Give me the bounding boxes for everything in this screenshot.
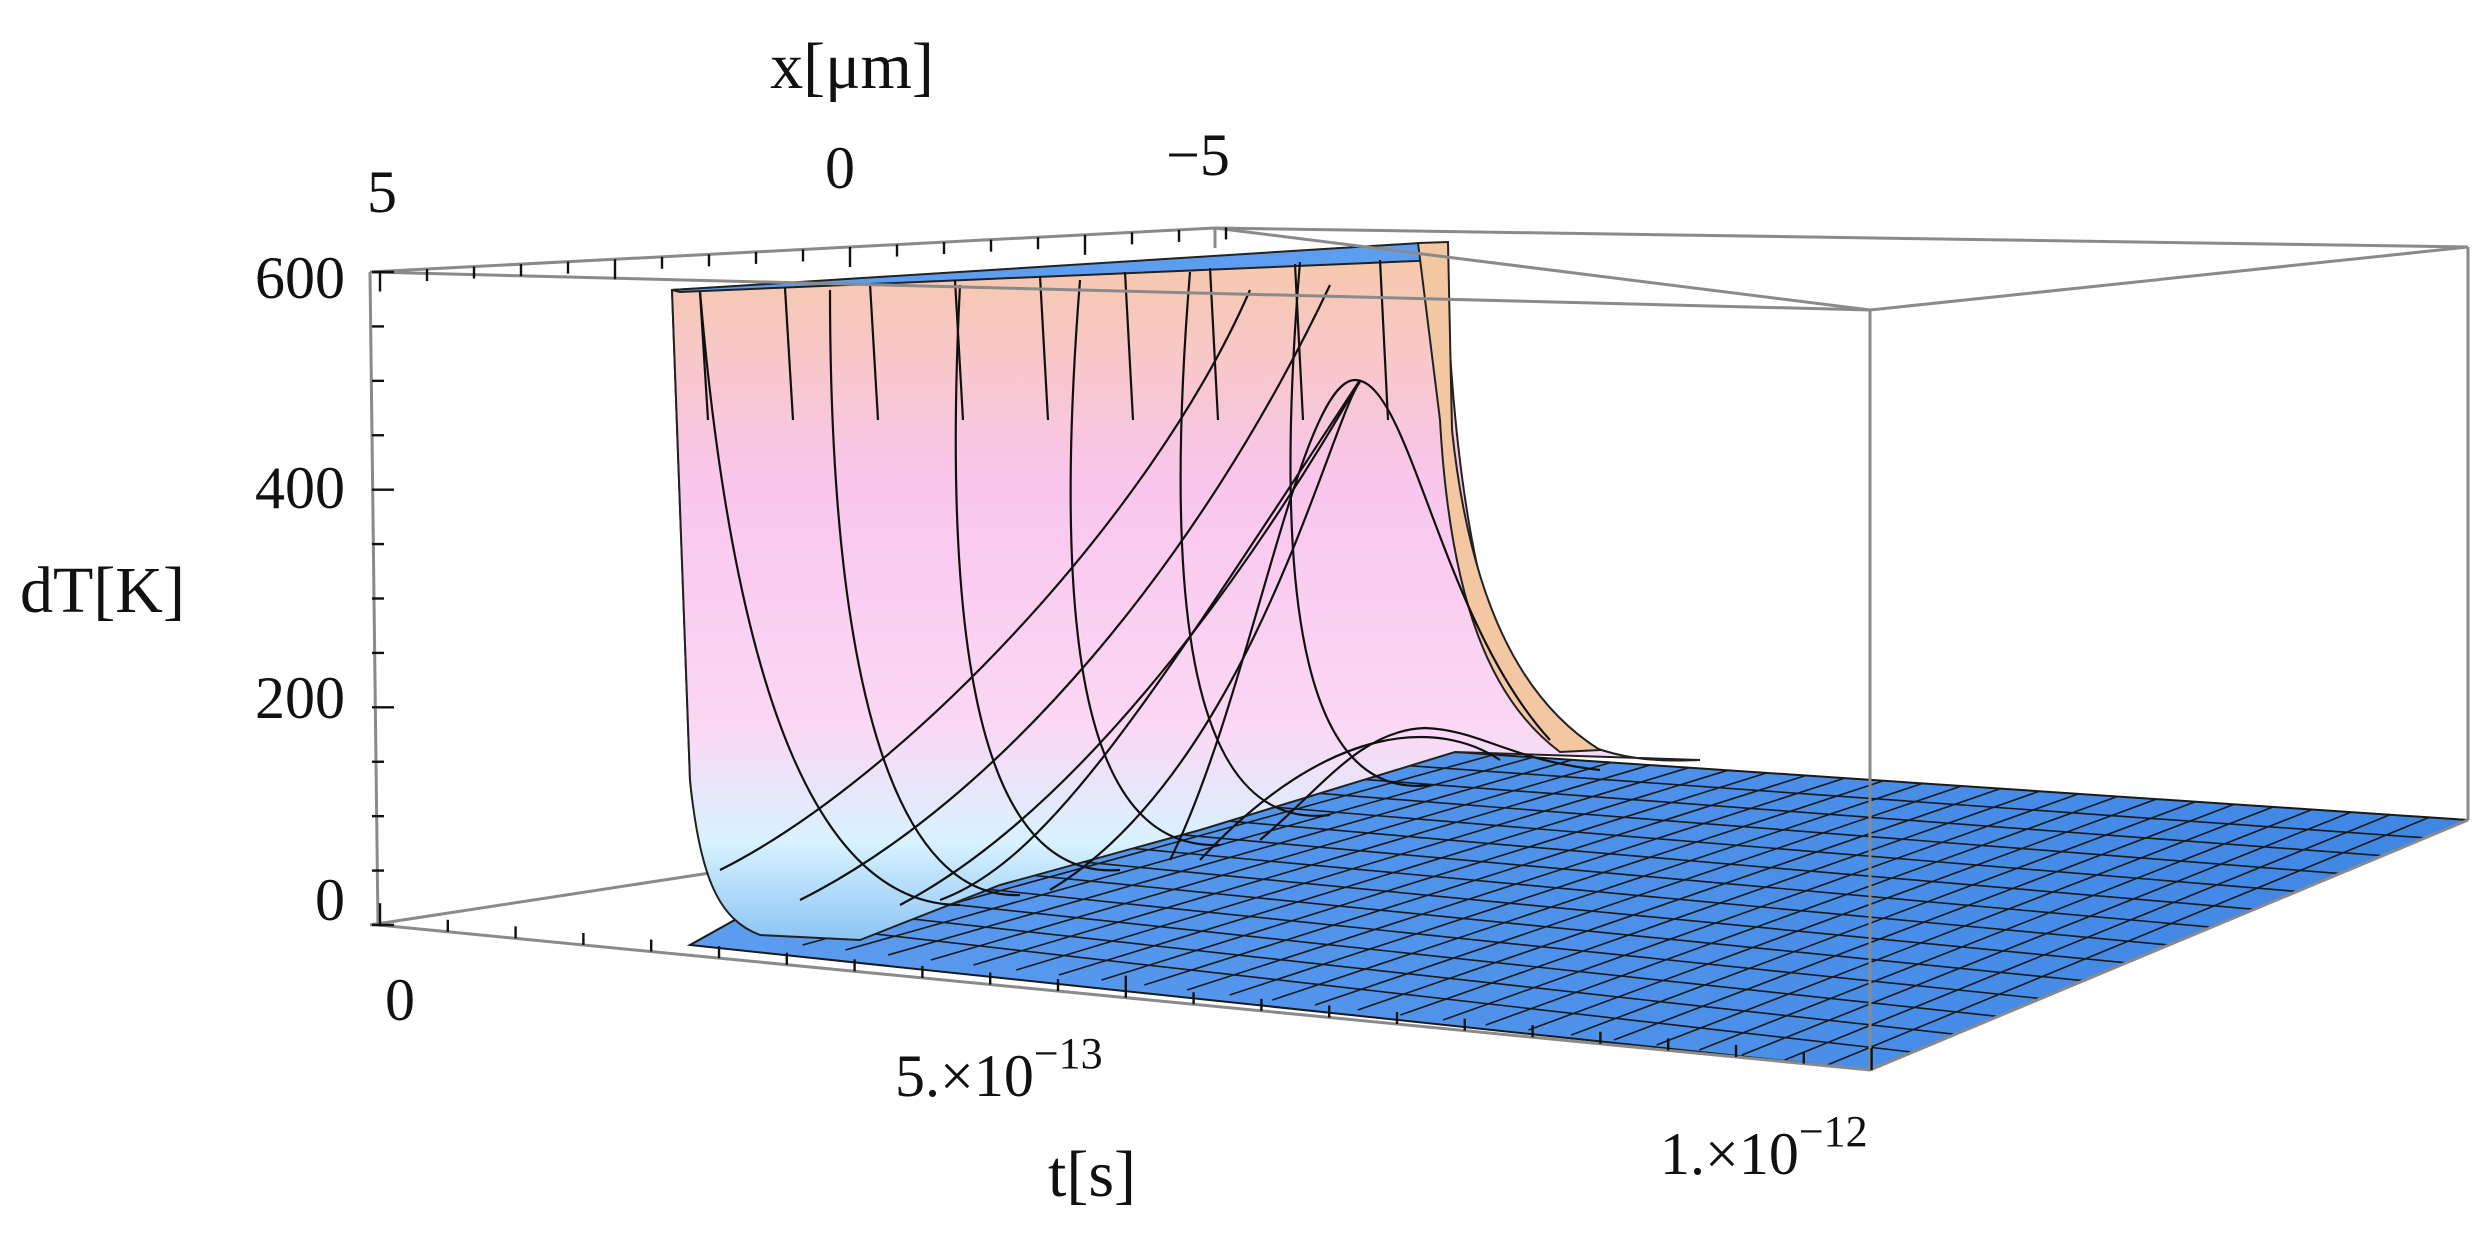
z-tick-label: 600 xyxy=(255,245,345,311)
floor-mesh-line xyxy=(958,885,2041,1000)
surface-mesh-line xyxy=(899,379,1361,906)
t-axis-title: t[s] xyxy=(1048,1138,1136,1211)
x-axis-title: x[μm] xyxy=(770,30,934,103)
x-tick-label: −5 xyxy=(1166,122,1230,188)
surface-mesh-line xyxy=(1049,381,1361,891)
floor-mesh-line xyxy=(908,898,1999,1018)
surface-mesh-line xyxy=(719,289,1252,871)
t-axis: 0 5.×10−13 1.×10−12 t[s] xyxy=(385,967,1868,1211)
surface-mesh-line xyxy=(1169,378,1551,861)
floor-mesh-line xyxy=(1107,845,2170,946)
surface-mesh-line xyxy=(799,284,1331,901)
z-tick-label: 0 xyxy=(315,867,345,933)
x-tick-label: 5 xyxy=(367,159,397,225)
surface-mesh-line xyxy=(783,287,795,421)
surface-mesh-line xyxy=(953,279,965,421)
floor-mesh-line xyxy=(809,925,1913,1053)
floor-mesh-line xyxy=(1306,791,2340,875)
surface-mesh-line xyxy=(1289,261,1431,787)
floor-mesh-line xyxy=(1206,818,2255,911)
surface-mesh-line xyxy=(1293,263,1305,421)
floor-mesh-line xyxy=(1256,804,2298,893)
t-tick-base: 1.×10 xyxy=(1660,1121,1799,1187)
floor-mesh-line xyxy=(1057,858,2127,964)
t-tick-label: 0 xyxy=(385,967,415,1033)
surface-mesh-line xyxy=(1378,259,1390,421)
z-axis-title: dT[K] xyxy=(20,554,185,627)
x-tick-label: 0 xyxy=(825,135,855,201)
z-tick-label: 400 xyxy=(255,455,345,521)
t-tick-exponent: −13 xyxy=(1034,1029,1103,1078)
t-tick-label: 1.×10−12 xyxy=(1660,1107,1868,1187)
surface-mesh-line xyxy=(954,284,1121,872)
surface-mesh-line xyxy=(939,379,1361,902)
t-tick-exponent: −12 xyxy=(1799,1107,1868,1156)
surface-mesh-line xyxy=(868,283,880,421)
surface-body xyxy=(670,240,1701,942)
floor-mesh-line xyxy=(859,912,1956,1036)
surface-mesh-line xyxy=(698,291,710,421)
floor-mesh-line xyxy=(1157,831,2212,928)
surface-mesh-line xyxy=(698,291,961,907)
surface-mesh-line xyxy=(1259,726,1601,841)
x-axis: 5 0 −5 x[μm] xyxy=(367,30,1230,225)
floor-mesh-line xyxy=(1405,764,2426,839)
z-axis: 600 400 200 0 dT[K] xyxy=(20,245,345,933)
t-tick-label: 5.×10−13 xyxy=(895,1029,1103,1109)
t-tick-base: 5.×10 xyxy=(895,1043,1034,1109)
surface-mesh-line xyxy=(1123,271,1135,421)
floor-mesh-line xyxy=(1008,872,2084,982)
z-tick-label: 200 xyxy=(255,665,345,731)
surface-mesh-line xyxy=(1038,275,1050,421)
surface-mesh-line xyxy=(1069,279,1221,847)
